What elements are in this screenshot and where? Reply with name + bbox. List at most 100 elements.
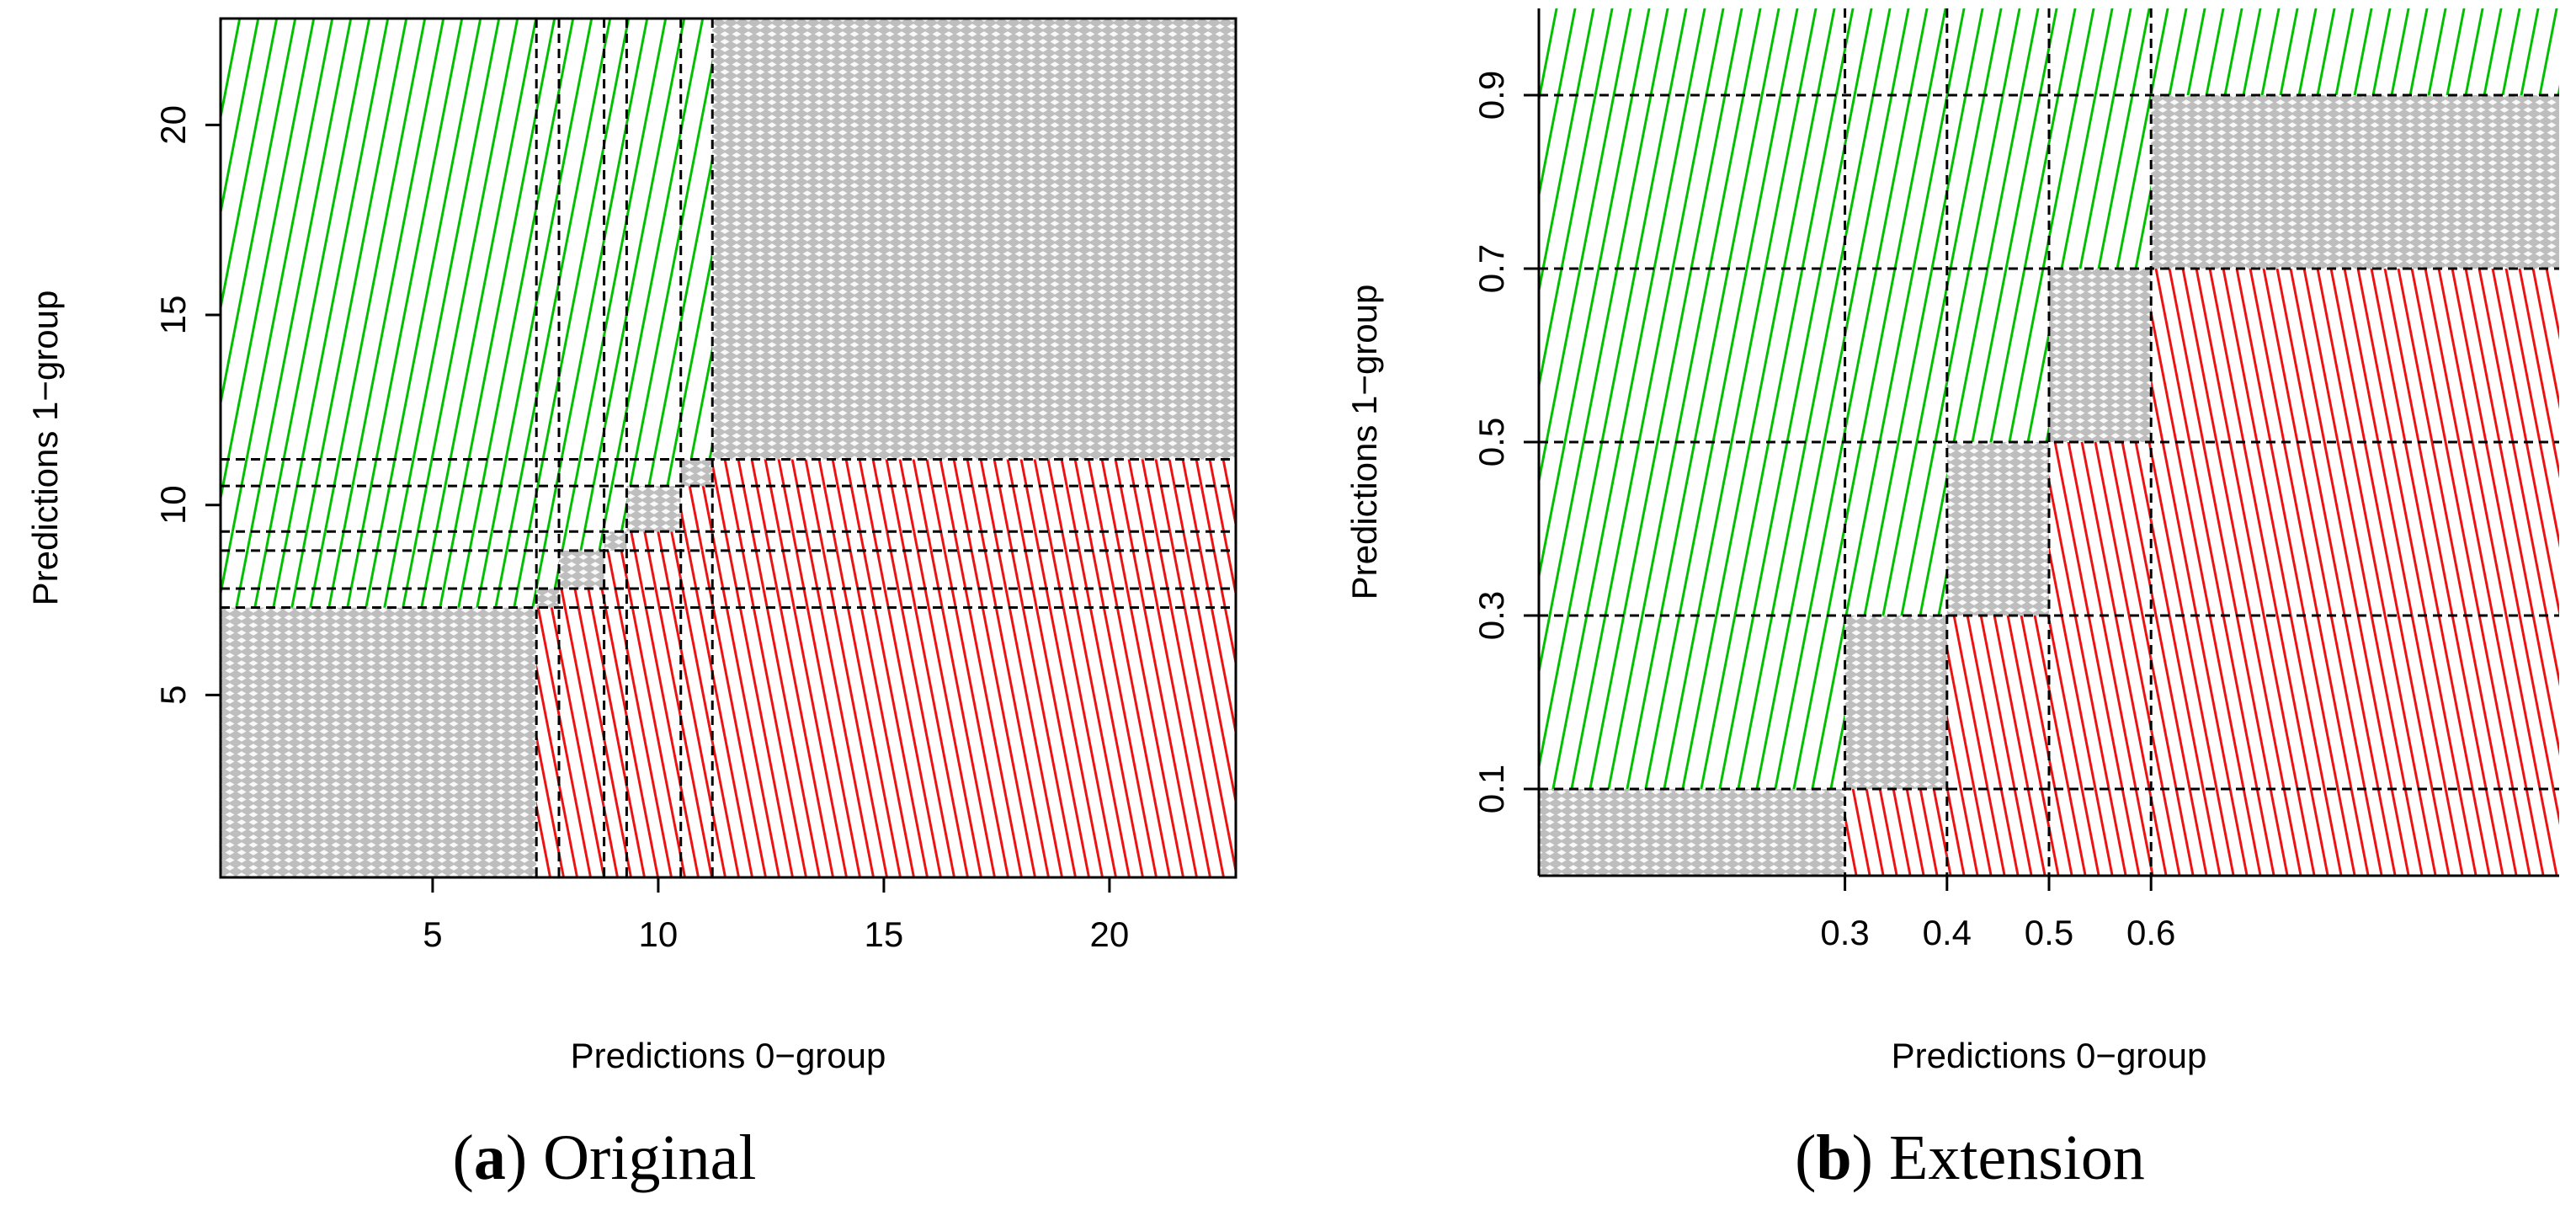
panel-a-region-red: [559, 588, 604, 608]
panel-b-y-axis: 0.1 0.3 0.5 0.7 0.9: [1472, 71, 1539, 813]
panel-a-region-red: [680, 531, 713, 551]
panel-b-region-red: [2151, 442, 2559, 616]
panel-a-region-green: [221, 550, 537, 589]
panel-b-region-green: [1539, 269, 1845, 442]
panel-b-region-green: [1539, 95, 1845, 269]
panel-b-region-gray: [1539, 789, 1845, 876]
panel-b-threshold-lines: [1539, 8, 2559, 876]
panel-b-region-green: [1946, 8, 2049, 95]
panel-b-caption: (b) Extension: [1795, 1122, 2145, 1193]
panel-a-region-green: [221, 588, 537, 608]
panel-a-region-red: [712, 459, 1236, 487]
panel-b-region-red: [2151, 616, 2559, 789]
panel-a-region-green: [221, 19, 537, 460]
panel-a-region-gray: [712, 19, 1236, 460]
panel-a-threshold-lines: [221, 19, 1236, 877]
panel-a-region-green: [221, 459, 537, 487]
panel-extension: 0.3 0.4 0.5 0.6 0.1 0.3 0.5 0.7 0.9 Predictions…: [1344, 8, 2559, 1193]
panel-b-region-red: [2049, 442, 2152, 616]
panel-b-y-tick-label: 0.7: [1472, 244, 1511, 293]
panel-a-region-red: [712, 531, 1236, 551]
panel-a-region-red: [712, 607, 1236, 877]
panel-b-region-gray: [1844, 616, 1947, 789]
panel-a-region-green: [536, 550, 559, 589]
panel-a-x-axis-title: Predictions 0−group: [571, 1036, 886, 1075]
panel-a-region-red: [626, 550, 681, 589]
panel-a-region-green: [559, 19, 604, 460]
panel-b-caption-text: Extension: [1889, 1122, 2145, 1193]
panel-a-region-green: [536, 459, 559, 487]
panel-a-region-gray: [536, 588, 559, 608]
panel-b-region-red: [2049, 616, 2152, 789]
panel-b-region-green: [1844, 442, 1947, 616]
panel-b-x-axis: 0.3 0.4 0.5 0.6: [1820, 876, 2175, 952]
panel-b-region-red: [2049, 789, 2152, 876]
panel-b-region-red: [1844, 789, 1947, 876]
panel-b-region-green: [1946, 269, 2049, 442]
panel-b-region-green: [1539, 616, 1845, 789]
panel-a-y-tick-label: 15: [153, 296, 193, 335]
panel-a-region-green: [536, 19, 559, 460]
panel-a-y-axis: 5 10 15 20: [153, 105, 221, 705]
panel-b-x-tick-label: 0.3: [1820, 913, 1869, 952]
panel-a-region-green: [626, 19, 681, 460]
panel-a-region-gray: [626, 486, 681, 532]
panel-a-region-red: [680, 588, 713, 608]
panel-b-region-green: [1844, 269, 1947, 442]
panel-b-region-green: [1844, 8, 1947, 95]
panel-b-x-tick-label: 0.5: [2025, 913, 2073, 952]
panel-a-caption-text: Original: [543, 1122, 756, 1193]
panel-a-region-gray: [559, 550, 604, 589]
panel-b-region-green: [2049, 95, 2152, 269]
panel-a-region-red: [626, 531, 681, 551]
panel-a-x-tick-label: 15: [865, 914, 904, 954]
panel-b-y-tick-label: 0.5: [1472, 418, 1511, 466]
panel-b-region-green: [1844, 95, 1947, 269]
panel-b-y-tick-label: 0.9: [1472, 71, 1511, 120]
panel-b-x-axis-title: Predictions 0−group: [1892, 1036, 2207, 1075]
panel-a-region-red: [712, 486, 1236, 532]
panel-a-region-red: [680, 486, 713, 532]
panel-a-region-green: [604, 486, 627, 532]
panel-original: 5 10 15 20 5 10 15 20 Predictions 0−group Pred…: [25, 17, 1237, 1193]
panel-a-region-green: [221, 486, 537, 532]
panel-a-region-red: [712, 550, 1236, 589]
panel-a-region-red: [536, 607, 559, 877]
panel-b-region-red: [2151, 789, 2559, 876]
panel-a-region-green: [559, 459, 604, 487]
panel-a-region-red: [712, 588, 1236, 608]
panel-b-y-axis-title: Predictions 1−group: [1344, 285, 1384, 600]
panel-a-region-red: [604, 550, 627, 589]
panel-a-region-green: [680, 19, 713, 460]
panel-b-region-red: [1946, 789, 2049, 876]
panel-b-region-red: [1946, 616, 2049, 789]
panel-a-region-red: [680, 550, 713, 589]
panel-a-plot-frame: [219, 17, 1237, 879]
panel-b-region-green: [1539, 442, 1845, 616]
panel-a-region-red: [604, 588, 627, 608]
panel-b-caption-label: b: [1816, 1122, 1851, 1193]
panel-b-region-green: [2151, 8, 2559, 95]
panel-b-region-green: [2049, 8, 2152, 95]
panel-a-region-green: [604, 459, 627, 487]
panel-b-x-tick-label: 0.4: [1923, 913, 1972, 952]
panel-a-region-green: [604, 19, 627, 460]
panel-a-region-red: [559, 607, 604, 877]
panel-a-caption: (a) Original: [453, 1122, 757, 1193]
panel-a-regions: [221, 19, 1236, 877]
panel-a-region-green: [626, 459, 681, 487]
panel-a-region-green: [559, 531, 604, 551]
panel-a-region-gray: [604, 531, 627, 551]
panel-a-y-tick-label: 20: [153, 105, 193, 145]
panel-a-region-gray: [221, 607, 537, 877]
panel-a-region-red: [604, 607, 627, 877]
panel-b-region-green: [1539, 8, 1845, 95]
panel-a-y-tick-label: 10: [153, 485, 193, 525]
panel-b-region-red: [2151, 269, 2559, 442]
panel-b-regions: [1539, 8, 2559, 876]
panel-a-x-tick-label: 5: [423, 914, 442, 954]
panel-a-region-green: [221, 531, 537, 551]
panel-a-caption-label: a: [474, 1122, 506, 1193]
panel-b-y-tick-label: 0.3: [1472, 591, 1511, 640]
